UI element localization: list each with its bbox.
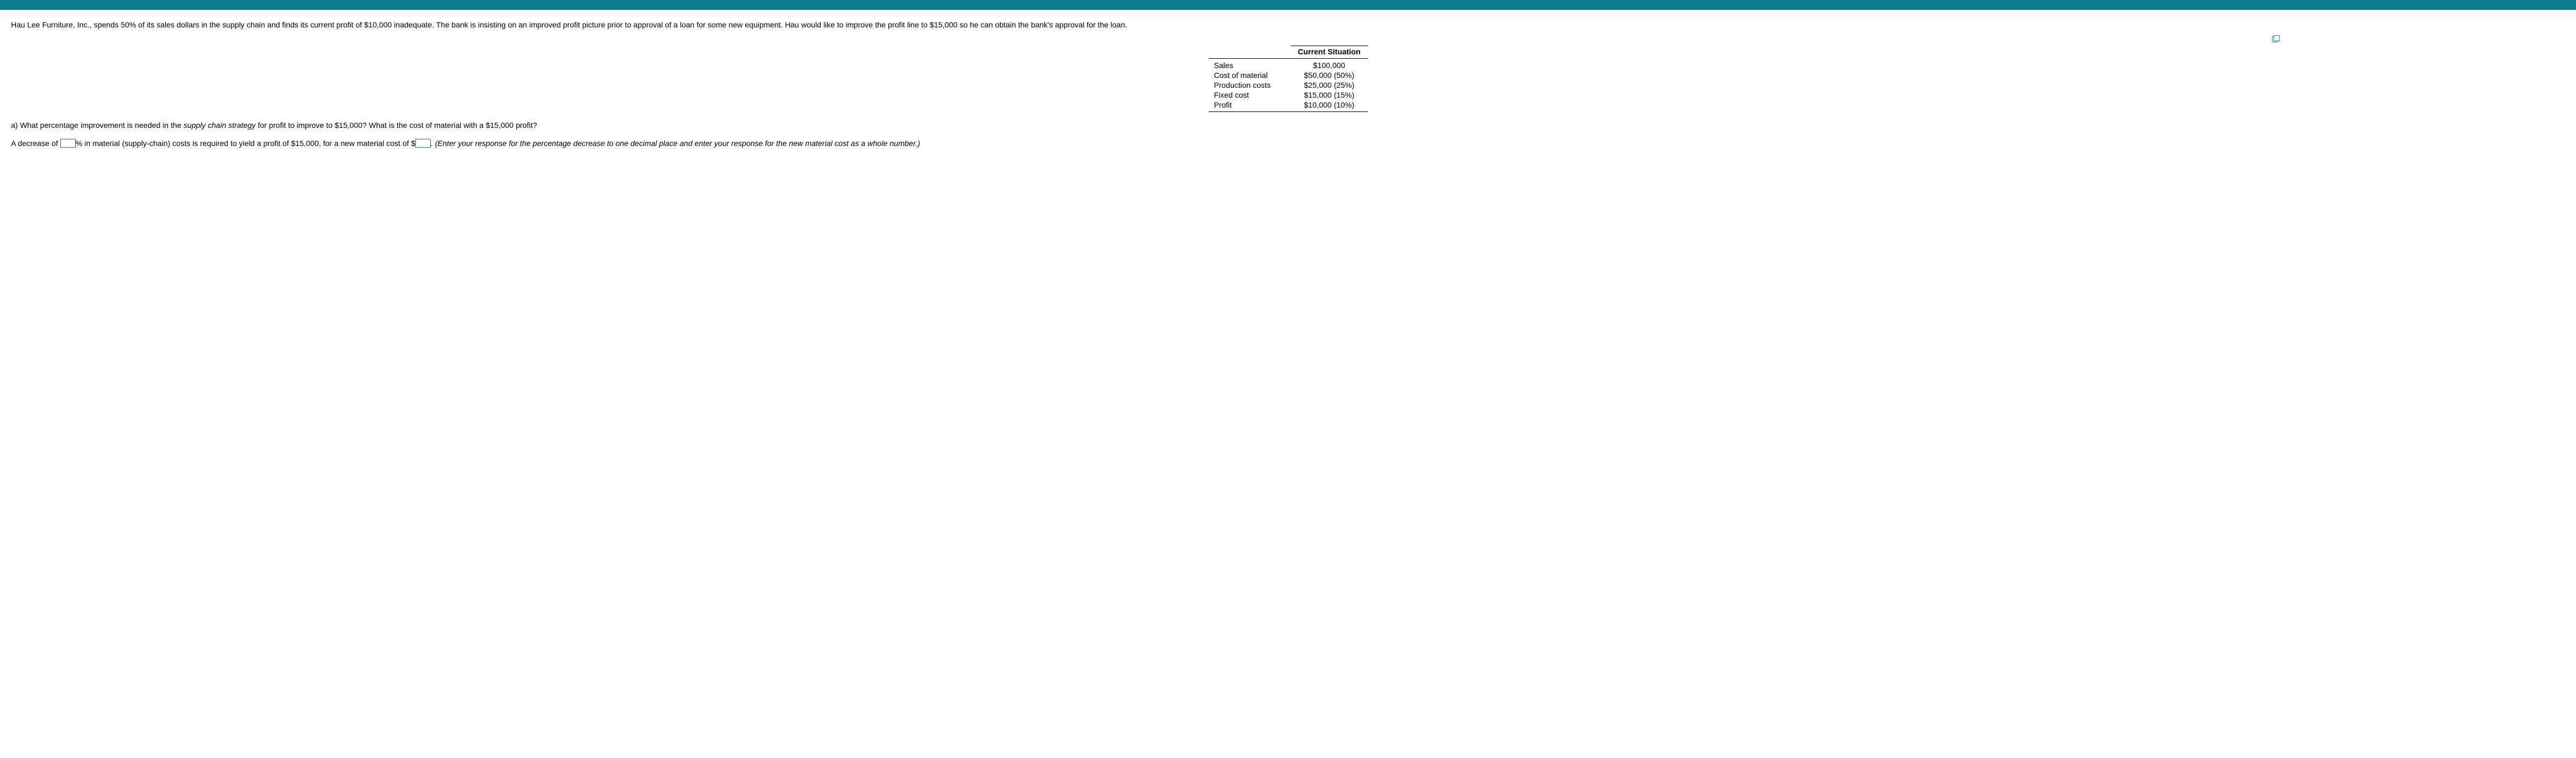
- table-row: Cost of material $50,000 (50%): [1209, 70, 1368, 80]
- row-label: Profit: [1209, 100, 1291, 112]
- current-situation-table: Current Situation Sales $100,000 Cost of…: [1209, 46, 1368, 112]
- row-value: $25,000 (25%): [1291, 80, 1368, 90]
- row-value: $15,000 (15%): [1291, 90, 1368, 100]
- material-cost-input[interactable]: [415, 139, 431, 148]
- answer-text-3: .: [431, 139, 435, 148]
- table-row: Sales $100,000: [1209, 58, 1368, 70]
- percent-decrease-input[interactable]: [60, 139, 76, 148]
- answer-line: A decrease of % in material (supply-chai…: [11, 137, 2565, 149]
- question-content: Hau Lee Furniture, Inc., spends 50% of i…: [0, 10, 2576, 159]
- answer-text-2: % in material (supply-chain) costs is re…: [76, 139, 415, 148]
- qa-lead: a) What percentage improvement is needed…: [11, 121, 183, 130]
- row-label: Fixed cost: [1209, 90, 1291, 100]
- row-label: Production costs: [1209, 80, 1291, 90]
- row-value: $100,000: [1291, 58, 1368, 70]
- row-value: $50,000 (50%): [1291, 70, 1368, 80]
- question-a: a) What percentage improvement is needed…: [11, 121, 2565, 130]
- row-value: $10,000 (10%): [1291, 100, 1368, 112]
- row-label: Sales: [1209, 58, 1291, 70]
- table-row: Profit $10,000 (10%): [1209, 100, 1368, 112]
- table-row: Fixed cost $15,000 (15%): [1209, 90, 1368, 100]
- header-bar: [0, 0, 2576, 10]
- problem-statement: Hau Lee Furniture, Inc., spends 50% of i…: [11, 20, 2565, 30]
- row-label: Cost of material: [1209, 70, 1291, 80]
- copy-icon[interactable]: [2272, 35, 2280, 42]
- qa-emphasis: supply chain strategy: [183, 121, 256, 130]
- answer-hint: (Enter your response for the percentage …: [435, 139, 920, 148]
- table-header: Current Situation: [1291, 46, 1368, 58]
- answer-text-1: A decrease of: [11, 139, 60, 148]
- qa-tail: for profit to improve to $15,000? What i…: [256, 121, 537, 130]
- table-row: Production costs $25,000 (25%): [1209, 80, 1368, 90]
